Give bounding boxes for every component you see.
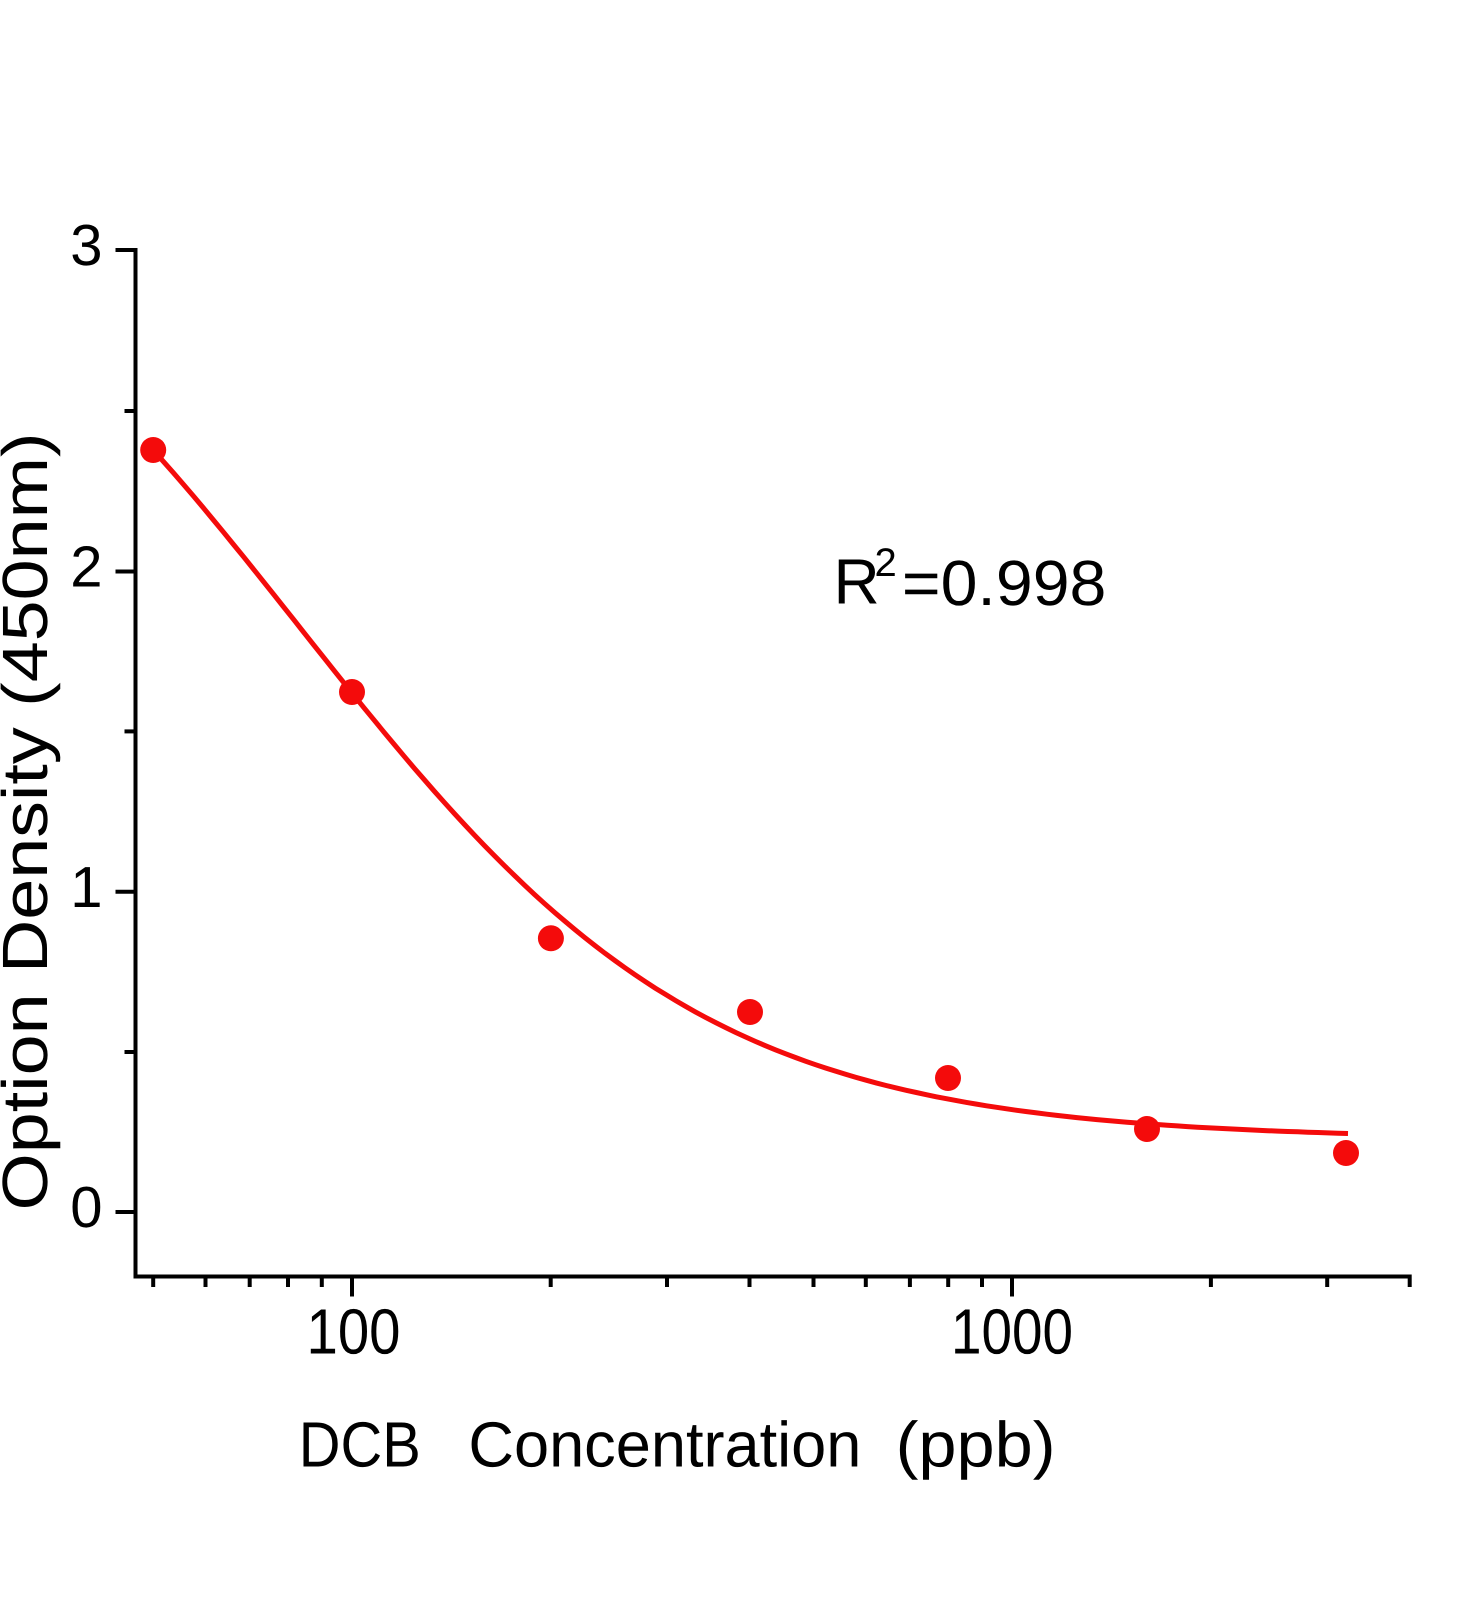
svg-text:Concentration: Concentration [468, 1409, 861, 1481]
svg-text:100: 100 [307, 1296, 401, 1368]
svg-text:=0.998: =0.998 [902, 547, 1107, 619]
svg-text:1000: 1000 [951, 1296, 1073, 1368]
svg-text:2: 2 [70, 535, 102, 600]
svg-text:0: 0 [70, 1175, 102, 1240]
svg-text:R: R [834, 546, 880, 618]
svg-text:(ppb): (ppb) [896, 1409, 1056, 1481]
svg-text:2: 2 [875, 541, 897, 585]
svg-text:3: 3 [70, 213, 102, 278]
svg-text:Option Density (450nm): Option Density (450nm) [0, 433, 61, 1211]
svg-text:1: 1 [70, 855, 102, 920]
svg-text:DCB: DCB [299, 1409, 421, 1481]
